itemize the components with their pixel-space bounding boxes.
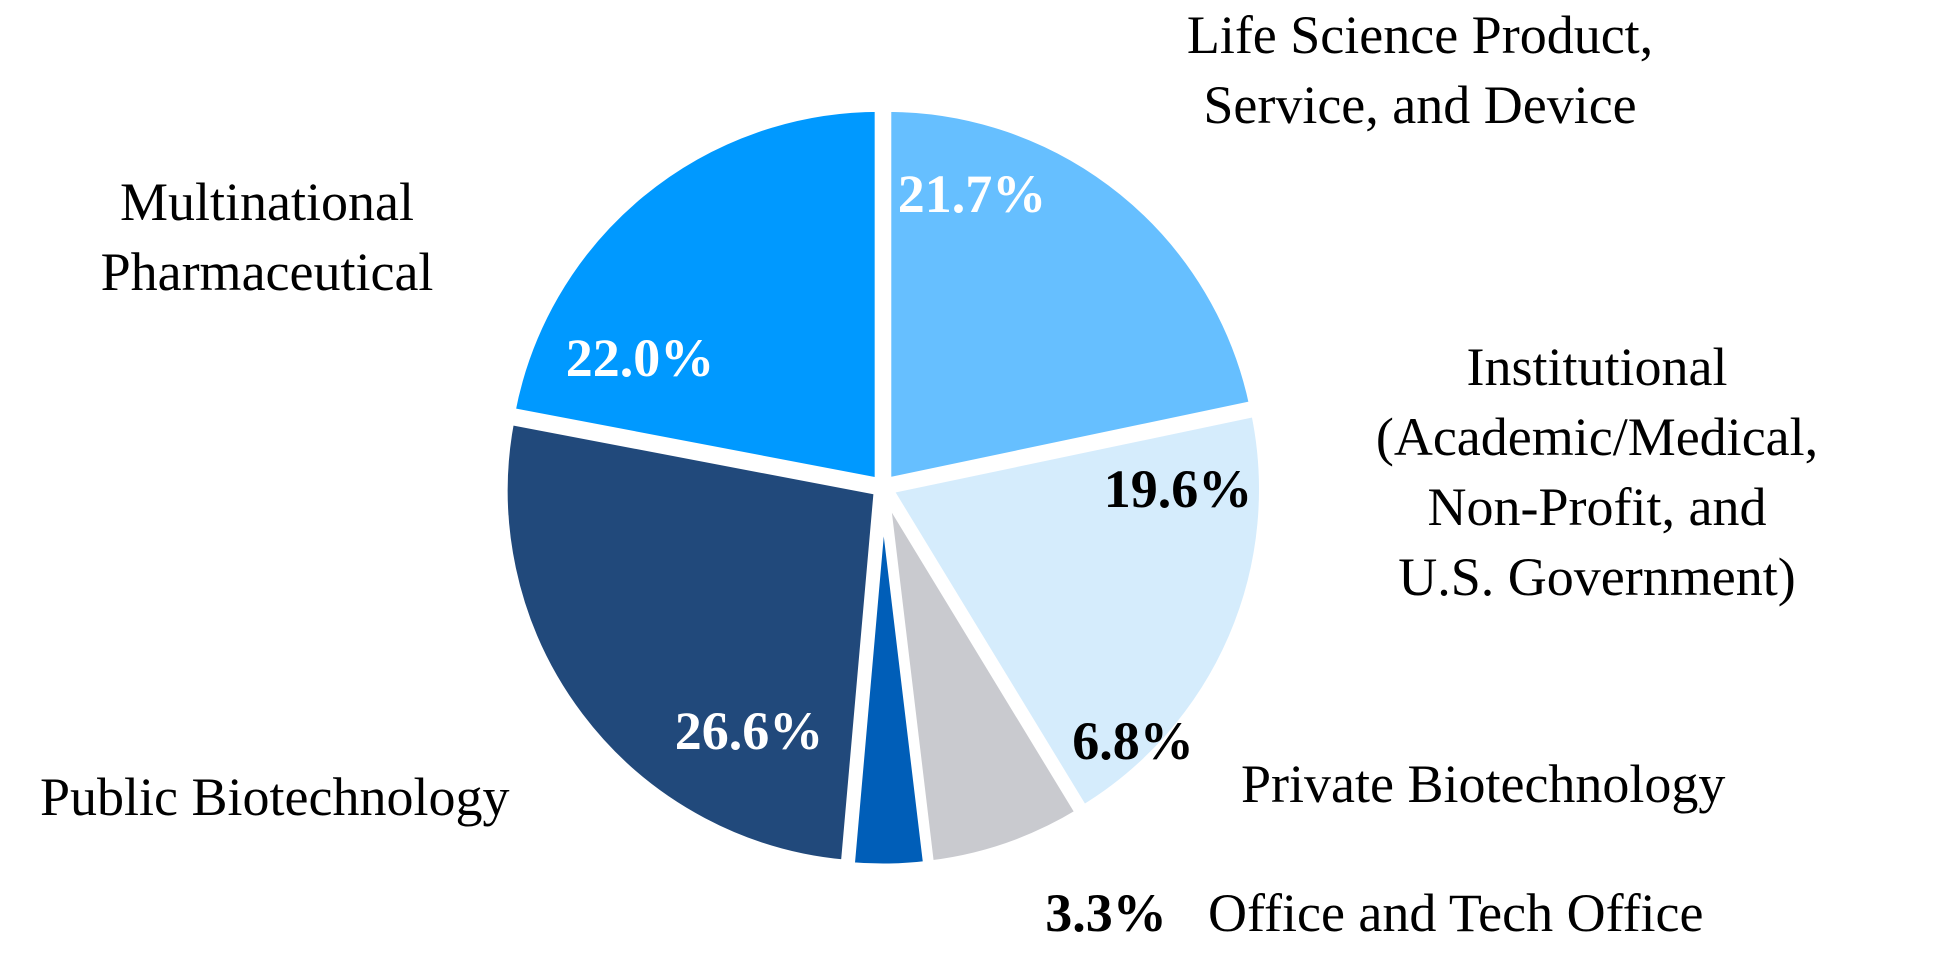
category-label-line: Private Biotechnology <box>1241 754 1725 814</box>
value-label-public-biotechnology: 26.6% <box>675 701 824 761</box>
pie-slice-office-and-tech-office <box>845 492 933 873</box>
category-label-line: (Academic/Medical, <box>1376 407 1818 467</box>
category-label-multinational-pharmaceutical: Multinational Pharmaceutical <box>101 172 434 302</box>
pie-slices <box>498 102 1268 873</box>
value-label-private-biotechnology: 6.8% <box>1072 711 1194 771</box>
category-label-line: Service, and Device <box>1203 75 1636 135</box>
category-label-line: Life Science Product, <box>1187 5 1653 65</box>
value-label-office-and-tech-office: 3.3% <box>1045 883 1167 943</box>
pie-slice-public-biotechnology <box>498 415 884 870</box>
category-label-institutional-academic-medical-non-profit-and-u-s-government: Institutional (Academic/Medical, Non-Profi… <box>1376 337 1818 607</box>
category-label-line: Office and Tech Office <box>1208 883 1704 943</box>
category-label-line: Public Biotechnology <box>40 767 509 827</box>
category-label-office-and-tech-office: Office and Tech Office <box>1208 883 1704 943</box>
value-label-life-science-product-service-and-device: 21.7% <box>898 164 1047 224</box>
pie-slice-multinational-pharmaceutical <box>505 102 884 488</box>
category-label-line: Pharmaceutical <box>101 242 434 302</box>
category-label-public-biotechnology: Public Biotechnology <box>40 767 509 827</box>
value-label-multinational-pharmaceutical: 22.0% <box>566 328 715 388</box>
category-label-line: Multinational <box>120 172 414 232</box>
category-label-line: Non-Profit, and <box>1428 477 1767 537</box>
category-label-line: Institutional <box>1467 337 1728 397</box>
pie-slice-private-biotechnology <box>880 490 1087 871</box>
category-label-life-science-product-service-and-device: Life Science Product, Service, and Device <box>1187 5 1653 135</box>
pie-slice-life-science-product-service-and-device <box>882 102 1260 488</box>
category-label-line: U.S. Government) <box>1398 547 1795 607</box>
pie-slice-institutional-academic-medical-non-profit-and-u-s-government <box>881 406 1268 816</box>
value-label-institutional-academic-medical-non-profit-and-u-s-government: 19.6% <box>1104 459 1253 519</box>
slice-value-labels: 22.0% 21.7% 19.6% 6.8% 3.3% 26.6% <box>566 164 1253 943</box>
category-label-private-biotechnology: Private Biotechnology <box>1241 754 1725 814</box>
slice-category-labels: Multinational Pharmaceutical Life Science … <box>40 5 1818 943</box>
